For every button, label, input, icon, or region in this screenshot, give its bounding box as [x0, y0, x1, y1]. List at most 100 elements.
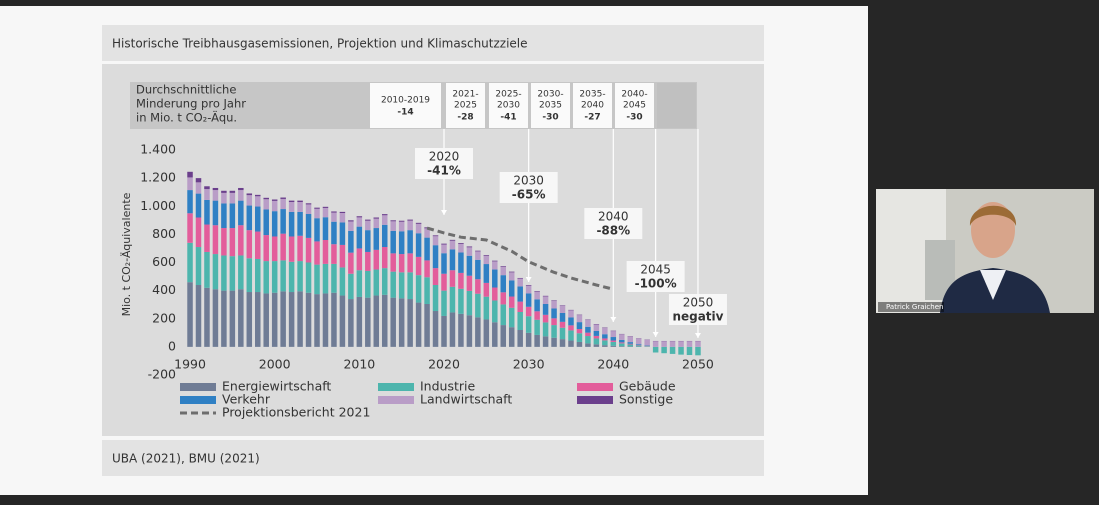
- bar-segment: [500, 267, 507, 276]
- bar-segment: [669, 341, 676, 347]
- bar-segment: [602, 328, 608, 335]
- bar-segment: [280, 209, 286, 234]
- bar-segment: [187, 242, 193, 283]
- bar-segment: [449, 270, 456, 287]
- bar-segment: [576, 329, 583, 334]
- bar-segment: [305, 204, 312, 214]
- bar-segment: [322, 293, 329, 347]
- period-box: [446, 83, 485, 128]
- bar-segment: [212, 200, 219, 226]
- bar-segment: [356, 217, 363, 227]
- bar-segment: [263, 235, 269, 262]
- bar-segment: [297, 211, 303, 236]
- bar-segment: [559, 339, 566, 347]
- bar-segment: [585, 336, 591, 344]
- bar-segment: [415, 223, 422, 234]
- bar-segment: [398, 272, 405, 299]
- bar-segment: [348, 252, 354, 274]
- bar-segment: [585, 343, 591, 347]
- bar-segment: [204, 189, 210, 200]
- legend-label: Landwirtschaft: [420, 392, 512, 407]
- bar-segment: [559, 327, 566, 340]
- annotation-value: -41%: [427, 164, 461, 178]
- bar-segment: [635, 345, 642, 347]
- bar-segment: [381, 247, 388, 269]
- annotation-year: 2045: [640, 263, 671, 277]
- bar-segment: [331, 212, 337, 222]
- bar-segment: [695, 341, 701, 347]
- bar-segment: [483, 296, 490, 320]
- period-box-empty: [657, 83, 696, 128]
- bar-segment: [229, 290, 236, 347]
- bar-segment: [542, 336, 549, 347]
- bar-segment: [424, 228, 430, 238]
- bar-segment: [415, 222, 422, 224]
- x-tick-label: 1990: [174, 357, 206, 372]
- bar-segment: [373, 228, 380, 250]
- legend-swatch: [577, 396, 613, 404]
- bar-segment: [390, 221, 396, 231]
- bar-segment: [619, 339, 625, 343]
- bar-segment: [686, 341, 693, 347]
- bar-segment: [390, 230, 396, 254]
- bar-segment: [356, 270, 363, 297]
- bar-segment: [508, 272, 515, 281]
- bar-segment: [542, 296, 549, 304]
- bar-segment: [229, 190, 236, 193]
- bar-segment: [212, 187, 219, 191]
- bar-segment: [229, 192, 236, 204]
- bar-segment: [365, 251, 371, 271]
- bar-segment: [195, 178, 202, 183]
- bar-segment: [288, 211, 295, 237]
- bar-segment: [204, 251, 210, 288]
- bar-segment: [424, 260, 430, 278]
- bar-segment: [288, 261, 295, 293]
- bar-segment: [398, 220, 405, 222]
- arrow-head: [694, 333, 701, 338]
- bar-segment: [576, 322, 583, 330]
- bar-segment: [458, 288, 464, 314]
- bar-segment: [255, 206, 261, 232]
- bar-segment: [288, 236, 295, 262]
- bar-segment: [238, 200, 244, 226]
- person-hair: [969, 205, 1017, 226]
- bar-segment: [221, 228, 227, 256]
- bar-segment: [415, 256, 422, 276]
- annotation-value: -65%: [512, 188, 546, 202]
- bar-segment: [373, 217, 380, 219]
- bar-segment: [204, 186, 210, 190]
- bar-segment: [441, 315, 447, 347]
- period-label: 2021-: [452, 90, 478, 100]
- bar-segment: [280, 198, 286, 210]
- period-label: 2040-: [621, 90, 647, 100]
- bar-segment: [458, 252, 464, 273]
- bar-segment: [551, 301, 557, 309]
- bar-segment: [271, 236, 278, 262]
- bar-segment: [500, 275, 507, 293]
- bar-segment: [627, 336, 633, 343]
- bar-segment: [576, 333, 583, 342]
- bar-segment: [661, 346, 667, 354]
- bar-segment: [568, 310, 574, 318]
- bar-segment: [551, 318, 557, 326]
- bar-segment: [576, 341, 583, 347]
- bar-segment: [263, 261, 269, 294]
- participant-name: Patrick Graichen: [886, 303, 943, 311]
- bar-segment: [356, 296, 363, 347]
- bar-segment: [263, 199, 269, 210]
- period-label: 2025: [454, 101, 477, 111]
- bar-segment: [348, 221, 354, 231]
- slide-title: Historische Treibhausgasemissionen, Proj…: [112, 37, 528, 51]
- bar-segment: [415, 302, 422, 347]
- arrow-head: [652, 332, 659, 337]
- annotation-box: [499, 172, 558, 203]
- bar-segment: [322, 240, 329, 264]
- bar-segment: [593, 338, 600, 345]
- bar-segment: [449, 239, 456, 241]
- bar-segment: [221, 255, 227, 291]
- bar-segment: [525, 285, 532, 286]
- period-label: 2035-: [579, 90, 605, 100]
- bar-segment: [246, 205, 253, 231]
- bar-segment: [229, 203, 236, 229]
- bar-segment: [466, 275, 473, 291]
